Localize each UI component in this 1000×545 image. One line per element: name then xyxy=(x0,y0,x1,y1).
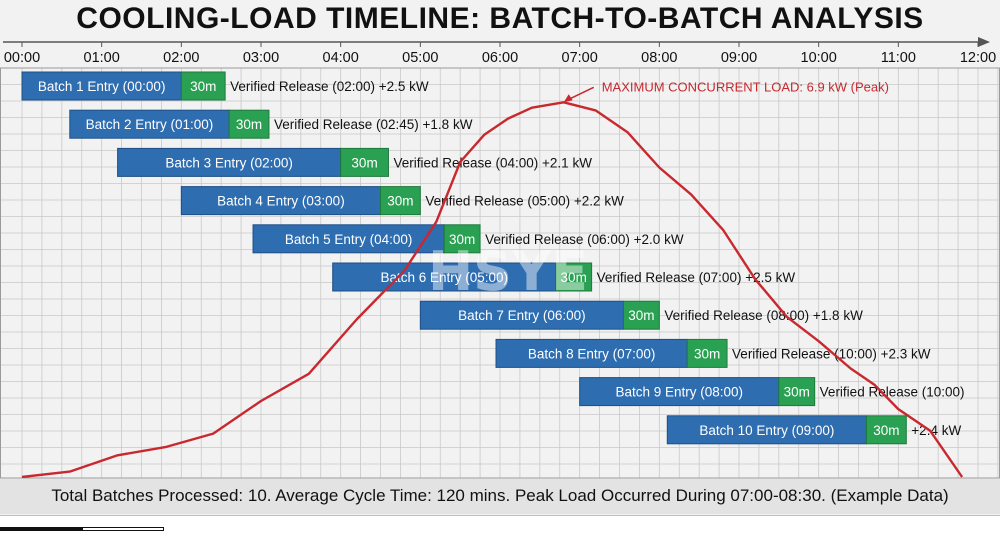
scale-bar-segment xyxy=(82,527,164,531)
tick-label: 00:00 xyxy=(4,50,40,66)
batch-entry-bar xyxy=(666,415,867,445)
tick-label: 09:00 xyxy=(721,50,757,66)
batch-release-label: Verified Release (06:00) +2.0 kW xyxy=(485,232,684,247)
batch-hold-bar xyxy=(228,109,270,139)
batch-row: Batch 4 Entry (03:00) 30m Verified Release… xyxy=(180,186,624,216)
batch-bars: Batch 1 Entry (00:00) 30m Verified Release… xyxy=(21,71,965,445)
batch-row: Batch 3 Entry (02:00) 30m Verified Release… xyxy=(117,147,592,177)
batch-hold-label: 30m xyxy=(236,117,262,132)
batch-hold-label: 30m xyxy=(449,232,475,247)
batch-release-label: Verified Release (08:00) +1.8 kW xyxy=(664,308,863,323)
batch-entry-bar xyxy=(117,147,342,177)
batch-entry-label: Batch 4 Entry (03:00) xyxy=(217,194,345,209)
batch-entry-label: Batch 5 Entry (04:00) xyxy=(285,232,413,247)
batch-entry-label: Batch 6 Entry (05:00) xyxy=(380,270,508,285)
batch-hold-label: 30m xyxy=(873,423,899,438)
batch-release-label: Verified Release (10:00) xyxy=(820,385,965,400)
batch-hold-bar xyxy=(622,300,660,330)
batch-hold-label: 30m xyxy=(561,270,587,285)
batch-row: Batch 2 Entry (01:00) 30m Verified Release… xyxy=(69,109,473,139)
batch-release-label: Verified Release (04:00) +2.1 kW xyxy=(393,155,592,170)
watermark: HSYE xyxy=(428,240,588,303)
scale-bar xyxy=(0,527,165,531)
batch-hold-bar xyxy=(865,415,907,445)
batch-hold-label: 30m xyxy=(628,308,654,323)
batch-entry-label: Batch 1 Entry (00:00) xyxy=(38,79,166,94)
tick-label: 05:00 xyxy=(402,50,438,66)
batch-entry-label: Batch 2 Entry (01:00) xyxy=(86,117,214,132)
scale-bar-segment xyxy=(0,527,82,531)
tick-label: 12:00 xyxy=(960,50,996,66)
batch-entry-bar xyxy=(419,300,624,330)
batch-release-label: +2.4 kW xyxy=(911,423,961,438)
batch-hold-label: 30m xyxy=(190,79,216,94)
batch-entry-label: Batch 7 Entry (06:00) xyxy=(458,308,586,323)
batch-hold-label: 30m xyxy=(694,346,720,361)
load-curve-line xyxy=(21,101,964,478)
annotation-group: MAXIMUM CONCURRENT LOAD: 6.9 kW (Peak) xyxy=(563,79,889,103)
batch-release-label: Verified Release (07:00) +2.5 kW xyxy=(597,270,796,285)
batch-row: Batch 5 Entry (04:00) 30m Verified Release… xyxy=(252,224,684,254)
batch-row: Batch 6 Entry (05:00) 30m Verified Release… xyxy=(332,262,796,292)
tick-label: 04:00 xyxy=(323,50,359,66)
batch-row: Batch 8 Entry (07:00) 30m Verified Release… xyxy=(495,338,931,368)
batch-hold-bar xyxy=(686,338,728,368)
batch-row: Batch 10 Entry (09:00) 30m +2.4 kW xyxy=(666,415,961,445)
peak-annotation: MAXIMUM CONCURRENT LOAD: 6.9 kW (Peak) xyxy=(602,79,889,94)
batch-entry-label: Batch 8 Entry (07:00) xyxy=(528,346,656,361)
tick-label: 06:00 xyxy=(482,50,518,66)
annotation-arrow-icon xyxy=(563,94,573,103)
batch-entry-bar xyxy=(21,71,182,101)
batch-row: Batch 9 Entry (08:00) 30m Verified Release… xyxy=(579,377,965,407)
batch-entry-label: Batch 3 Entry (02:00) xyxy=(165,155,293,170)
tick-label: 11:00 xyxy=(881,50,916,66)
load-curve-group: HSYE xyxy=(21,101,964,478)
axis-arrow-icon xyxy=(978,37,990,47)
batch-release-label: Verified Release (02:45) +1.8 kW xyxy=(274,117,473,132)
batch-entry-label: Batch 10 Entry (09:00) xyxy=(699,423,834,438)
batch-release-label: Verified Release (10:00) +2.3 kW xyxy=(732,346,931,361)
summary-footer: Total Batches Processed: 10. Average Cyc… xyxy=(0,478,1000,514)
batch-hold-bar xyxy=(380,186,421,216)
batch-entry-label: Batch 9 Entry (08:00) xyxy=(615,385,743,400)
batch-hold-label: 30m xyxy=(387,194,413,209)
chart-title: COOLING-LOAD TIMELINE: BATCH-TO-BATCH AN… xyxy=(76,2,924,35)
tick-label: 10:00 xyxy=(801,50,837,66)
tick-label: 01:00 xyxy=(84,50,120,66)
gantt-chart: 00:00 01:00 02:00 03:00 04:00 05:00 06:00 07:00… xyxy=(0,37,1000,478)
tick-label: 08:00 xyxy=(641,50,677,66)
tick-label: 07:00 xyxy=(562,50,598,66)
batch-hold-label: 30m xyxy=(351,155,377,170)
tick-label: 02:00 xyxy=(163,50,199,66)
batch-hold-bar xyxy=(778,377,816,407)
batch-entry-bar xyxy=(332,262,557,292)
batch-release-label: Verified Release (02:00) +2.5 kW xyxy=(230,79,429,94)
batch-hold-bar xyxy=(180,71,226,101)
batch-hold-bar xyxy=(443,224,481,254)
batch-hold-bar xyxy=(340,147,389,177)
batch-hold-bar xyxy=(555,262,593,292)
time-axis: 00:00 01:00 02:00 03:00 04:00 05:00 06:00 07:00… xyxy=(3,37,996,66)
batch-entry-bar xyxy=(579,377,780,407)
batch-release-label: Verified Release (05:00) +2.2 kW xyxy=(425,194,624,209)
batch-row: Batch 7 Entry (06:00) 30m Verified Release… xyxy=(419,300,863,330)
batch-row: Batch 1 Entry (00:00) 30m Verified Release… xyxy=(21,71,429,101)
tick-label: 03:00 xyxy=(243,50,279,66)
batch-hold-label: 30m xyxy=(784,385,810,400)
